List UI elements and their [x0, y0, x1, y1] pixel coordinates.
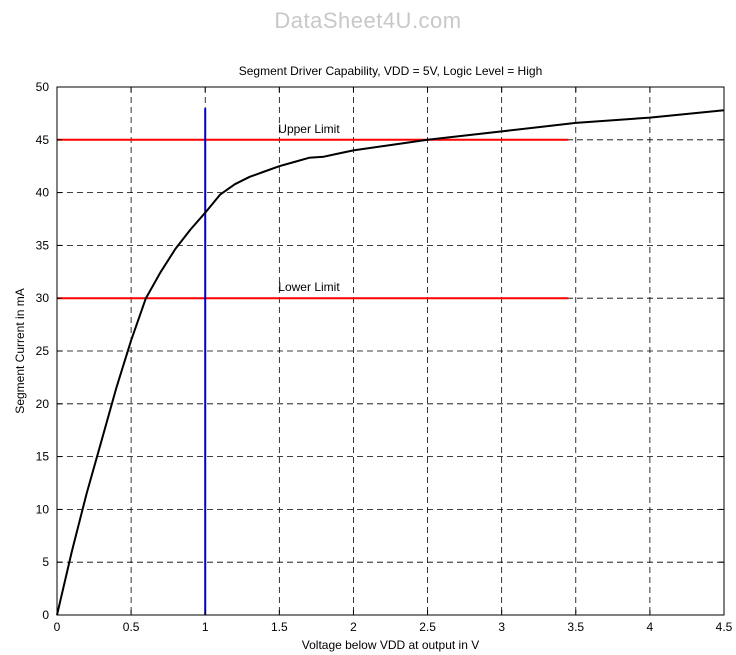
- y-tick-label: 40: [36, 186, 50, 200]
- y-tick-label: 45: [36, 133, 50, 147]
- y-tick-label: 20: [36, 397, 50, 411]
- x-tick-label: 1.5: [271, 620, 288, 634]
- reference-line-label: Upper Limit: [278, 122, 340, 136]
- x-tick-label: 2: [350, 620, 357, 634]
- y-tick-label: 0: [42, 608, 49, 622]
- x-tick-label: 1: [202, 620, 209, 634]
- y-tick-label: 15: [36, 450, 50, 464]
- data-series: [56, 109, 725, 616]
- x-tick-label: 3.5: [567, 620, 584, 634]
- x-axis-label: Voltage below VDD at output in V: [302, 638, 479, 652]
- chart-title: Segment Driver Capability, VDD = 5V, Log…: [239, 64, 543, 78]
- x-tick-label: 0: [54, 620, 61, 634]
- x-tick-label: 0.5: [123, 620, 140, 634]
- x-tick-label: 4: [647, 620, 654, 634]
- watermark-text: DataSheet4U.com: [274, 8, 462, 33]
- x-tick-label: 2.5: [419, 620, 436, 634]
- y-axis-label: Segment Current in mA: [13, 288, 27, 413]
- x-tick-label: 4.5: [716, 620, 733, 634]
- y-tick-label: 50: [36, 80, 50, 94]
- grid: [57, 87, 724, 615]
- reference-lines: Upper Limit Lower Limit: [57, 108, 569, 615]
- reference-line-label: Lower Limit: [278, 280, 340, 294]
- axis-ticks: 0 0.5 1 1.5 2 2.5 3 3.5 4 4.5 0 5 10 15 20 25 30 35 40 45 50: [36, 80, 733, 634]
- y-tick-label: 35: [36, 238, 50, 252]
- y-tick-label: 25: [36, 344, 50, 358]
- axis-labels: Segment Driver Capability, VDD = 5V, Log…: [13, 64, 542, 652]
- y-tick-label: 5: [42, 555, 49, 569]
- y-tick-label: 10: [36, 502, 50, 516]
- x-tick-label: 3: [498, 620, 505, 634]
- series-line: [56, 109, 725, 616]
- y-tick-label: 30: [36, 291, 50, 305]
